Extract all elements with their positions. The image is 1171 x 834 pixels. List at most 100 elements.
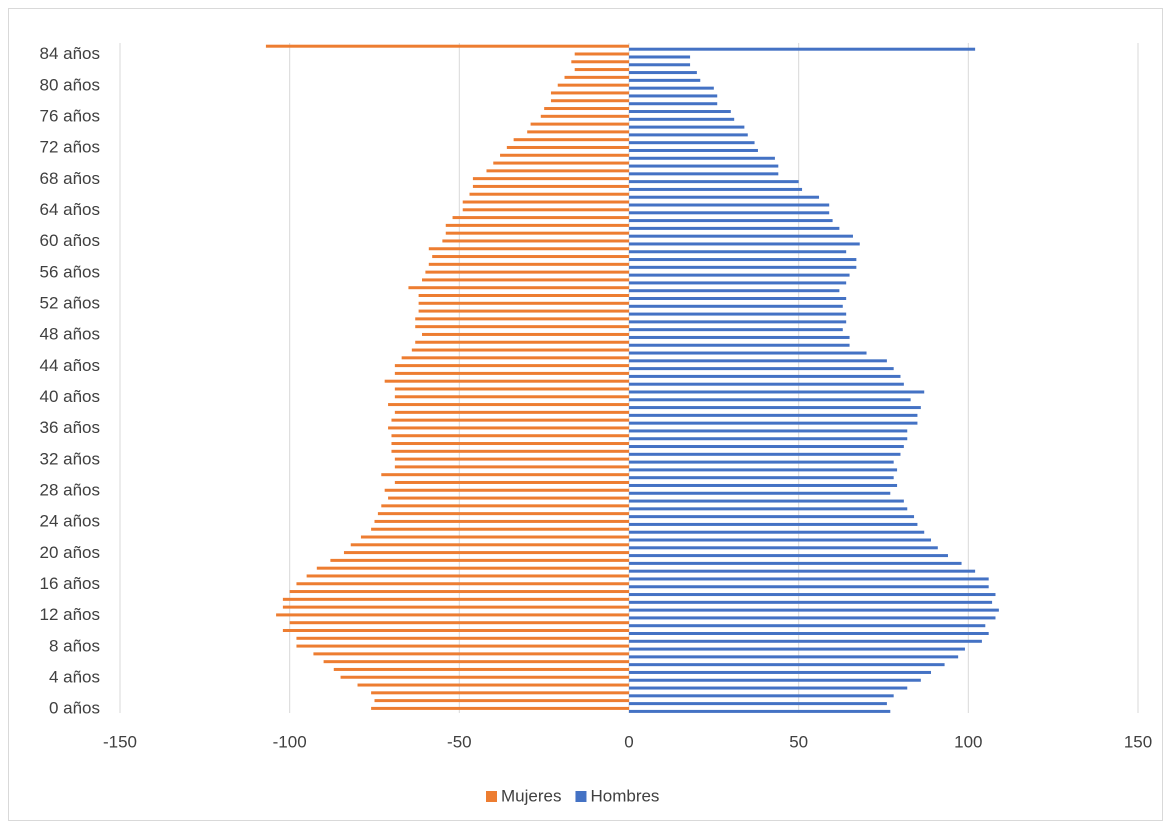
bar — [629, 63, 691, 67]
bar — [629, 343, 850, 347]
y-tick-label: 48 años — [40, 325, 101, 344]
x-tick-label: 50 — [789, 732, 808, 751]
x-tick-label: -100 — [273, 732, 307, 751]
y-tick-label: 80 años — [40, 75, 101, 94]
bar — [418, 301, 629, 305]
bar — [415, 317, 629, 321]
legend-label: Hombres — [590, 786, 659, 805]
bar — [629, 180, 799, 184]
bar — [629, 141, 755, 145]
bar — [629, 219, 833, 223]
bar — [469, 192, 629, 196]
y-tick-label: 28 años — [40, 480, 101, 499]
bar — [629, 367, 894, 371]
bar — [629, 686, 908, 690]
legend-label: Mujeres — [501, 786, 561, 805]
bar — [629, 522, 918, 526]
bar — [629, 117, 735, 121]
bar — [296, 644, 629, 648]
bar — [530, 122, 629, 126]
bar — [415, 340, 629, 344]
bar — [629, 530, 925, 534]
bar — [629, 195, 820, 199]
y-tick-label: 4 años — [49, 667, 100, 686]
bar — [629, 296, 847, 300]
bar — [629, 655, 959, 659]
y-tick-label: 36 años — [40, 418, 101, 437]
bar — [629, 148, 758, 152]
bar — [371, 527, 629, 531]
bar — [391, 418, 629, 422]
bar — [506, 145, 629, 149]
bar — [296, 636, 629, 640]
y-tick-label: 72 años — [40, 138, 101, 157]
bar — [629, 678, 921, 682]
bar — [343, 551, 629, 555]
bar — [401, 356, 629, 360]
bar — [629, 273, 850, 277]
bar — [462, 200, 629, 204]
bar — [629, 421, 918, 425]
bar — [629, 164, 779, 168]
bar — [629, 452, 901, 456]
bar — [500, 153, 629, 157]
bar — [289, 590, 629, 594]
bar — [371, 691, 629, 695]
y-tick-label: 32 años — [40, 449, 101, 468]
bar — [282, 605, 629, 609]
bar — [428, 262, 629, 266]
x-tick-label: -50 — [447, 732, 472, 751]
y-tick-label: 52 años — [40, 293, 101, 312]
x-tick-label: -150 — [103, 732, 137, 751]
bar — [629, 546, 938, 550]
bar — [340, 675, 629, 679]
bar — [629, 234, 853, 238]
bar — [629, 483, 898, 487]
bar — [513, 138, 629, 142]
bar — [472, 184, 629, 188]
bar — [371, 706, 629, 710]
bar — [629, 94, 718, 98]
bar — [629, 577, 989, 581]
bar — [629, 569, 976, 573]
bar — [472, 177, 629, 181]
bar — [276, 613, 629, 617]
bar — [629, 585, 989, 589]
bar — [629, 702, 887, 706]
bar — [629, 250, 847, 254]
bar — [629, 538, 932, 542]
bar — [296, 582, 629, 586]
bar — [629, 304, 843, 308]
bar — [629, 616, 996, 620]
bar — [391, 449, 629, 453]
bar — [415, 325, 629, 329]
bar — [629, 382, 904, 386]
bar — [629, 507, 908, 511]
bar — [629, 359, 887, 363]
bar — [629, 468, 898, 472]
bar — [408, 286, 629, 290]
bar — [550, 99, 629, 103]
bar — [629, 476, 894, 480]
bar — [330, 558, 629, 562]
bar — [265, 44, 629, 48]
bar — [381, 473, 629, 477]
bar — [391, 434, 629, 438]
y-tick-label: 84 años — [40, 44, 101, 63]
bar — [629, 429, 908, 433]
y-tick-label: 40 años — [40, 387, 101, 406]
bar — [313, 652, 629, 656]
bar — [350, 543, 629, 547]
bar — [418, 309, 629, 313]
y-tick-label: 24 años — [40, 512, 101, 531]
legend-swatch — [575, 791, 587, 802]
bar — [629, 460, 894, 464]
y-tick-label: 56 años — [40, 262, 101, 281]
y-tick-label: 16 años — [40, 574, 101, 593]
bar — [422, 278, 629, 282]
bar — [384, 379, 629, 383]
bar — [374, 699, 629, 703]
x-tick-label: 150 — [1124, 732, 1152, 751]
bar — [629, 709, 891, 713]
